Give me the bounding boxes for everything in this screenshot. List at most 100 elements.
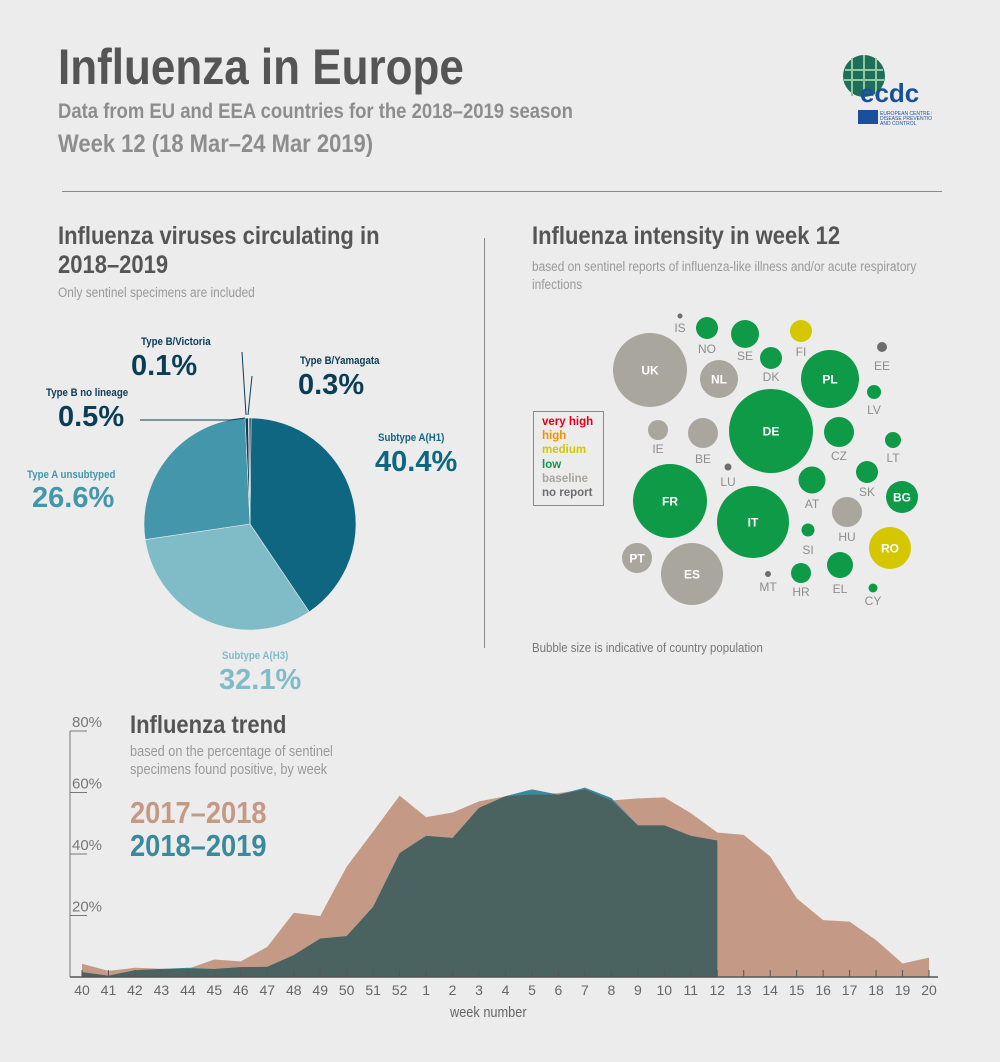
legend-medium: medium bbox=[542, 444, 587, 457]
bubble-label-is: IS bbox=[674, 321, 685, 335]
legend-high: high bbox=[542, 430, 567, 443]
x-tick-label: 3 bbox=[475, 982, 483, 998]
legend-2018-2019: 2018–2019 bbox=[130, 828, 267, 863]
x-tick-label: 52 bbox=[392, 982, 408, 998]
label-b-yamagata: Type B/Yamagata bbox=[300, 355, 380, 367]
bubble-ee bbox=[877, 342, 887, 352]
value-a-unsubtyped: 26.6% bbox=[32, 482, 115, 514]
bubble-pt bbox=[622, 543, 652, 573]
bubble-is bbox=[677, 313, 683, 319]
x-tick-label: 12 bbox=[709, 982, 725, 998]
pie-slice-subtype-a-h1 bbox=[249, 417, 357, 613]
bubble-label-lv: LV bbox=[867, 403, 881, 417]
pie-slice-type-b-yamagata bbox=[248, 417, 252, 525]
y-tick-label: 40% bbox=[72, 837, 102, 854]
x-tick-label: 16 bbox=[815, 982, 831, 998]
y-tick-label: 20% bbox=[72, 899, 102, 916]
bubble-title: Influenza intensity in week 12 bbox=[532, 222, 841, 250]
bubble-label-lu: LU bbox=[720, 475, 735, 489]
x-tick-label: 9 bbox=[634, 982, 642, 998]
bubble-de bbox=[729, 389, 813, 473]
value-b-victoria: 0.1% bbox=[131, 350, 198, 382]
bubble-label-de: DE bbox=[763, 425, 780, 439]
pie-slice-subtype-a-h3 bbox=[144, 523, 310, 631]
x-tick-label: 48 bbox=[286, 982, 302, 998]
bubble-pl bbox=[801, 350, 859, 408]
section-divider bbox=[484, 238, 485, 648]
intensity-legend: very high high medium low baseline no re… bbox=[533, 411, 604, 506]
x-tick-label: 43 bbox=[154, 982, 170, 998]
x-tick-label: 44 bbox=[180, 982, 196, 998]
legend-baseline: baseline bbox=[542, 472, 589, 485]
x-tick-label: 46 bbox=[233, 982, 249, 998]
bubble-label-uk: UK bbox=[641, 364, 659, 378]
bubble-label-fi: FI bbox=[796, 345, 807, 359]
bubble-be bbox=[688, 418, 718, 448]
bubble-it bbox=[717, 486, 789, 558]
bubble-label-sk: SK bbox=[859, 485, 875, 499]
bubble-el bbox=[827, 552, 853, 578]
x-tick-label: 19 bbox=[895, 982, 911, 998]
bubble-label-si: SI bbox=[802, 543, 813, 557]
pie-leader-line bbox=[247, 375, 253, 416]
bubble-nl bbox=[700, 360, 738, 398]
x-tick-label: 14 bbox=[762, 982, 778, 998]
label-a-unsubtyped: Type A unsubtyped bbox=[27, 469, 116, 481]
bubble-hr bbox=[791, 563, 811, 583]
x-tick-label: 15 bbox=[789, 982, 805, 998]
page-title: Influenza in Europe bbox=[58, 39, 464, 95]
bubble-se bbox=[731, 320, 759, 348]
bubble-uk bbox=[613, 333, 687, 407]
bubble-no bbox=[696, 317, 718, 339]
bubble-hu bbox=[832, 497, 862, 527]
bubble-label-be: BE bbox=[695, 452, 711, 466]
bubble-at bbox=[798, 466, 826, 494]
bubble-subtitle: based on sentinel reports of influenza-l… bbox=[532, 259, 917, 292]
pie-leader-line bbox=[140, 417, 246, 421]
x-tick-label: 1 bbox=[422, 982, 430, 998]
x-tick-label: 42 bbox=[127, 982, 143, 998]
bubble-fi bbox=[790, 320, 812, 342]
legend-very-high: very high bbox=[542, 416, 594, 428]
label-a-h1: Subtype A(H1) bbox=[378, 432, 445, 444]
legend-no-report: no report bbox=[542, 487, 593, 500]
x-tick-label: 5 bbox=[528, 982, 536, 998]
bubble-label-fr: FR bbox=[662, 495, 678, 509]
label-a-h3: Subtype A(H3) bbox=[222, 650, 289, 662]
bubble-label-pt: PT bbox=[629, 552, 645, 566]
bubble-cy bbox=[868, 583, 878, 593]
x-tick-label: 18 bbox=[868, 982, 884, 998]
pie-slice-type-a-unsubtyped bbox=[143, 417, 251, 540]
legend-2017-2018: 2017–2018 bbox=[130, 795, 267, 830]
bubble-lv bbox=[867, 385, 881, 399]
x-tick-label: 41 bbox=[101, 982, 117, 998]
x-tick-label: 4 bbox=[502, 982, 510, 998]
svg-text:ecdc: ecdc bbox=[860, 78, 919, 108]
bubble-es bbox=[661, 543, 723, 605]
value-b-yamagata: 0.3% bbox=[298, 369, 365, 401]
svg-text:AND CONTROL: AND CONTROL bbox=[880, 121, 917, 127]
y-tick-label: 60% bbox=[72, 776, 102, 793]
bubble-label-no: NO bbox=[698, 342, 716, 356]
bubble-cz bbox=[824, 417, 854, 447]
bubble-label-cz: CZ bbox=[831, 449, 847, 463]
value-a-h3: 32.1% bbox=[219, 664, 302, 696]
page-subtitle: Data from EU and EEA countries for the 2… bbox=[58, 100, 573, 123]
bubble-lt bbox=[885, 432, 901, 448]
pie-title: Influenza viruses circulating in 2018–20… bbox=[58, 222, 380, 279]
bubble-fr bbox=[633, 464, 707, 538]
y-tick-label: 80% bbox=[72, 714, 102, 731]
svg-text:DISEASE PREVENTION: DISEASE PREVENTION bbox=[880, 116, 932, 122]
x-tick-label: 49 bbox=[312, 982, 328, 998]
pie-subtitle: Only sentinel specimens are included bbox=[58, 285, 255, 300]
bubble-note: Bubble size is indicative of country pop… bbox=[532, 640, 763, 655]
x-tick-label: 10 bbox=[657, 982, 673, 998]
area-overlap bbox=[82, 789, 718, 977]
label-b-no-lineage: Type B no lineage bbox=[46, 387, 129, 399]
x-axis-label: week number bbox=[450, 1005, 527, 1021]
bubble-label-se: SE bbox=[737, 349, 753, 363]
bubble-label-hu: HU bbox=[838, 530, 855, 544]
bubble-label-hr: HR bbox=[792, 585, 810, 599]
bubble-label-it: IT bbox=[748, 516, 759, 530]
